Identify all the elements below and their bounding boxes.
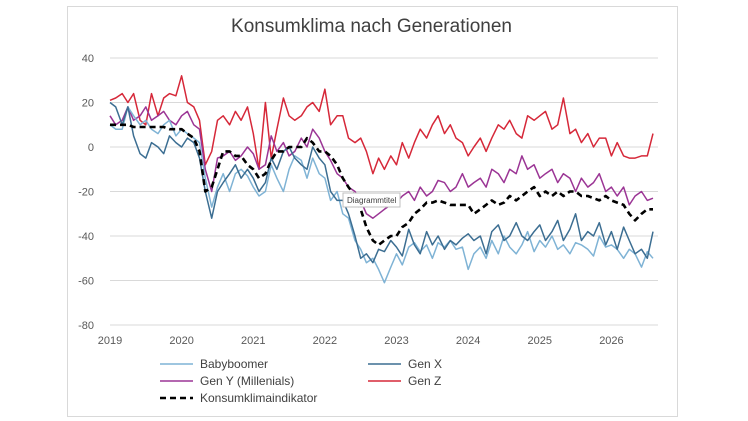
x-tick-label: 2022 (313, 335, 337, 347)
tooltip: Diagrammtitel (342, 192, 401, 208)
x-tick-label: 2025 (528, 335, 552, 347)
gridlines (110, 57, 658, 326)
series-line-geny (109, 106, 654, 219)
tooltip-box (342, 192, 401, 208)
y-tick-label: -20 (78, 187, 94, 199)
chart-title: Konsumklima nach Generationen (231, 16, 512, 37)
legend-label-babyboomer: Babyboomer (200, 357, 268, 371)
series-line-index (110, 123, 653, 247)
x-tick-label: 2026 (599, 335, 623, 347)
x-tick-label: 2020 (169, 335, 193, 347)
series-line-babyboomer (109, 106, 654, 284)
y-tick-label: 40 (82, 53, 94, 65)
tooltip-text: Diagrammtitel (347, 196, 397, 205)
x-tick-label: 2024 (456, 335, 480, 347)
x-axis-ticks: 2019 2020 2021 2022 2023 2024 2025 2026 (98, 335, 624, 347)
legend-label-genx: Gen X (408, 357, 442, 371)
legend: Babyboomer Gen X Gen Y (Millenials) Gen Z Ko… (160, 357, 442, 405)
y-tick-label: 20 (82, 98, 94, 110)
y-tick-label: 0 (88, 142, 94, 154)
legend-label-genz: Gen Z (408, 374, 441, 388)
series-line-genz (109, 75, 654, 175)
series-lines (109, 75, 654, 284)
y-tick-label: -80 (78, 320, 94, 332)
legend-label-geny: Gen Y (Millenials) (200, 374, 294, 388)
y-tick-label: -40 (78, 231, 94, 243)
legend-label-index: Konsumklimaindikator (200, 391, 317, 405)
x-tick-label: 2023 (384, 335, 408, 347)
y-tick-label: -60 (78, 276, 94, 288)
chart-frame (67, 6, 678, 417)
x-tick-label: 2019 (98, 335, 122, 347)
x-tick-label: 2021 (241, 335, 265, 347)
y-axis-ticks: 40 20 0 -20 -40 -60 -80 (78, 53, 94, 332)
